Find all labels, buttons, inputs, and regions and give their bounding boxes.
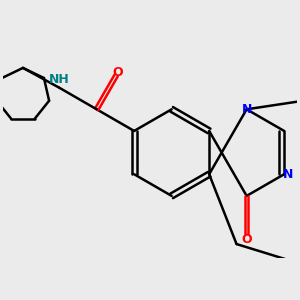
Text: O: O bbox=[112, 66, 123, 79]
Text: N: N bbox=[242, 103, 252, 116]
Text: NH: NH bbox=[49, 74, 70, 86]
Text: N: N bbox=[282, 168, 293, 181]
Text: O: O bbox=[241, 233, 252, 246]
